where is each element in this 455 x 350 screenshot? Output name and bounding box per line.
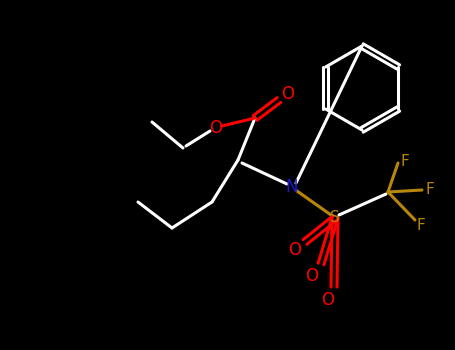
Text: F: F — [425, 182, 435, 197]
Text: O: O — [305, 267, 318, 285]
Text: O: O — [282, 85, 294, 103]
Text: O: O — [322, 291, 334, 309]
Text: O: O — [209, 119, 222, 137]
Text: O: O — [288, 241, 302, 259]
Text: N: N — [286, 178, 298, 196]
Text: F: F — [417, 217, 425, 232]
Text: F: F — [400, 154, 410, 168]
Text: S: S — [330, 210, 340, 225]
